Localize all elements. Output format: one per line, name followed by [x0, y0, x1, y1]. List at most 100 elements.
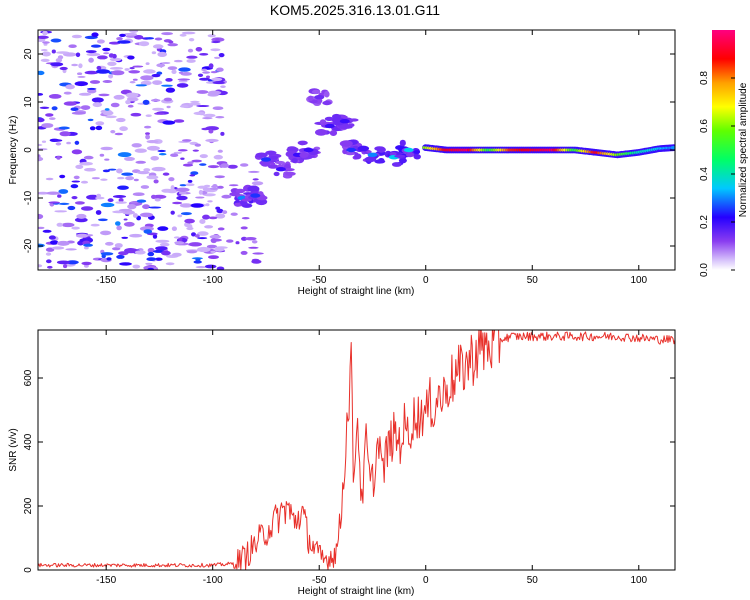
noise-speckle [117, 152, 132, 158]
x-tick-label: 0 [423, 275, 429, 286]
noise-speckle [50, 38, 62, 43]
noise-speckle [89, 80, 101, 84]
noise-speckle [77, 72, 83, 75]
noise-speckle [251, 181, 264, 186]
noise-speckle [123, 32, 138, 36]
noise-speckle [179, 33, 187, 37]
noise-speckle [104, 108, 110, 111]
noise-speckle [187, 161, 194, 165]
noise-speckle [50, 62, 64, 67]
noise-speckle [38, 143, 43, 147]
noise-speckle [59, 66, 68, 71]
noise-speckle [59, 174, 66, 179]
noise-speckle [117, 40, 131, 44]
noise-speckle [199, 77, 211, 81]
noise-speckle [132, 78, 138, 81]
noise-speckle [130, 112, 142, 117]
noise-speckle [124, 68, 130, 71]
noise-speckle [187, 179, 193, 183]
noise-speckle [133, 178, 139, 182]
noise-speckle [176, 195, 188, 201]
noise-speckle [108, 53, 114, 58]
noise-speckle [155, 246, 168, 251]
signal-cluster-blob [322, 100, 332, 106]
noise-speckle [53, 139, 63, 142]
noise-speckle [153, 179, 159, 184]
noise-speckle [135, 84, 148, 87]
signal-cluster-core [314, 95, 325, 100]
noise-speckle [155, 257, 163, 261]
noise-speckle [42, 30, 48, 36]
noise-speckle [83, 246, 89, 250]
noise-speckle [207, 200, 213, 203]
noise-speckle [178, 191, 187, 195]
noise-speckle [157, 51, 167, 58]
noise-speckle [195, 266, 207, 269]
noise-speckle [187, 48, 194, 53]
noise-speckle [152, 234, 158, 239]
noise-speckle [186, 250, 198, 254]
noise-speckle [241, 217, 250, 220]
noise-speckle [89, 126, 96, 131]
noise-speckle [105, 241, 114, 246]
noise-speckle [214, 175, 225, 179]
noise-speckle [56, 51, 70, 54]
colorbar-tick-label: 0.0 [699, 263, 710, 277]
noise-speckle [154, 112, 165, 115]
noise-speckle [70, 184, 79, 189]
noise-speckle [127, 204, 137, 210]
noise-speckle [168, 177, 175, 182]
signal-cluster-blob [394, 154, 406, 158]
noise-speckle [194, 234, 200, 238]
noise-speckle [107, 61, 117, 66]
figure-title: KOM5.2025.316.13.01.G11 [270, 2, 440, 18]
noise-speckle [151, 194, 157, 199]
noise-speckle [96, 39, 105, 44]
y-tick-label: 0 [23, 147, 34, 153]
noise-speckle [137, 171, 150, 175]
noise-speckle [248, 246, 259, 249]
noise-speckle [136, 199, 147, 203]
noise-speckle [97, 55, 108, 60]
noise-speckle [129, 81, 136, 84]
noise-speckle [178, 79, 188, 83]
noise-speckle [143, 168, 151, 172]
noise-speckle [142, 204, 150, 210]
noise-speckle [211, 40, 221, 44]
colorbar-ticks: 0.0 0.2 0.4 0.6 0.8 [699, 71, 735, 277]
noise-speckle [134, 250, 146, 255]
noise-speckle [161, 32, 174, 36]
noise-speckle [46, 191, 60, 195]
noise-speckle [119, 33, 126, 38]
signal-cluster-blob [269, 156, 279, 160]
noise-speckle [121, 172, 134, 176]
noise-speckle [172, 201, 183, 205]
noise-speckle [130, 201, 138, 204]
noise-speckle [140, 185, 150, 189]
signal-cluster-blob [324, 90, 330, 98]
noise-speckle [75, 233, 89, 238]
noise-speckle [75, 164, 84, 169]
y-tick-label: 10 [23, 96, 34, 108]
noise-speckle [135, 160, 146, 164]
signal-cluster-blob [269, 162, 276, 166]
noise-speckle [205, 138, 219, 143]
noise-speckle [147, 247, 155, 253]
noise-speckle [119, 262, 132, 266]
noise-speckle [179, 105, 189, 108]
signal-cluster-blob [406, 152, 415, 158]
signal-cluster-blob [398, 157, 407, 164]
noise-speckle [170, 210, 175, 215]
noise-speckle [173, 151, 183, 154]
noise-speckle [41, 51, 51, 57]
signal-cluster-blob [389, 152, 397, 156]
noise-speckle [47, 265, 53, 269]
noise-speckle [217, 185, 224, 189]
spectrogram-y-ticks: -20 -10 0 10 20 [23, 48, 675, 253]
noise-speckle [180, 212, 192, 216]
noise-speckle [100, 202, 115, 208]
noise-speckle [173, 236, 181, 239]
noise-speckle [191, 257, 204, 260]
noise-speckle [96, 65, 102, 70]
noise-speckle [65, 84, 75, 90]
